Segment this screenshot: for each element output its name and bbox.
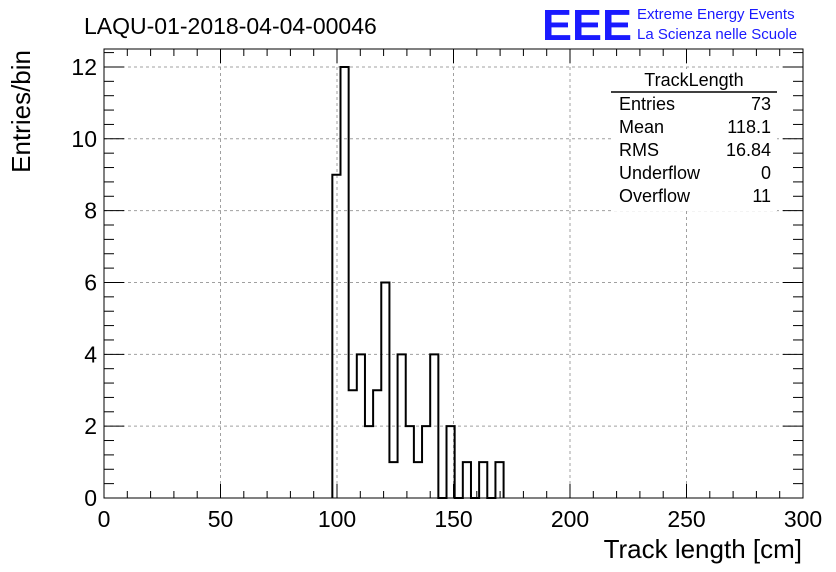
stats-value: 16.84: [726, 140, 771, 160]
x-tick-label: 100: [318, 506, 356, 532]
x-tick-label: 50: [208, 506, 234, 532]
stats-label: Entries: [619, 94, 675, 114]
histogram-bin: [349, 390, 357, 498]
y-tick-label: 10: [71, 126, 97, 152]
y-tick-labels: 0 2 4 6 8 10 12: [71, 54, 97, 511]
y-tick-label: 6: [84, 269, 97, 295]
x-tick-label: 200: [551, 506, 589, 532]
histogram-bin: [373, 390, 381, 498]
stats-value: 11: [752, 186, 771, 206]
axis-ticks: [103, 49, 804, 499]
x-tick-label: 250: [667, 506, 705, 532]
eee-logo-line1: Extreme Energy Events: [637, 6, 795, 23]
stats-box-title: TrackLength: [644, 70, 743, 90]
histogram-bin: [479, 462, 487, 498]
x-tick-label: 300: [784, 506, 822, 532]
histogram-bin: [406, 426, 414, 498]
y-tick-label: 8: [84, 198, 97, 224]
y-tick-label: 0: [84, 485, 97, 511]
histogram-bin: [381, 282, 389, 498]
stats-value: 0: [761, 163, 771, 183]
x-tick-label: 150: [434, 506, 472, 532]
stats-value: 73: [751, 94, 771, 114]
y-tick-label: 2: [84, 413, 97, 439]
plot-area: 0 50 100 150 200 250 300 0 2 4 6 8 10 12: [71, 48, 823, 532]
stats-value: 118.1: [727, 117, 771, 137]
y-axis-label: Entries/bin: [6, 50, 36, 173]
x-tick-labels: 0 50 100 150 200 250 300: [98, 506, 823, 532]
histogram-bin: [389, 462, 397, 498]
stats-label: Underflow: [619, 163, 701, 183]
histogram-bin: [495, 462, 503, 498]
x-tick-label: 0: [98, 506, 111, 532]
histogram-bin: [365, 426, 373, 498]
stats-label: Overflow: [619, 186, 691, 206]
histogram-bin: [422, 426, 430, 498]
stats-label: Mean: [619, 117, 664, 137]
x-axis-label: Track length [cm]: [604, 534, 802, 564]
stats-label: RMS: [619, 140, 659, 160]
histogram-bin: [414, 462, 422, 498]
eee-logo-mark: EEE: [542, 1, 632, 50]
y-tick-label: 12: [71, 54, 97, 80]
y-tick-label: 4: [84, 341, 97, 367]
histogram-bin: [463, 462, 471, 498]
histogram-bin: [332, 175, 340, 498]
eee-logo-line2: La Scienza nelle Scuole: [637, 26, 797, 43]
stats-box-rows: Entries 73 Mean 118.1 RMS 16.84 Underflow 0 Over…: [619, 94, 771, 206]
eee-logo: EEE Extreme Energy Events La Scienza nel…: [542, 1, 797, 50]
chart-title: LAQU-01-2018-04-04-00046: [84, 13, 377, 39]
stats-box: TrackLength Entries 73 Mean 118.1 RMS 16.84 Un…: [611, 69, 777, 211]
